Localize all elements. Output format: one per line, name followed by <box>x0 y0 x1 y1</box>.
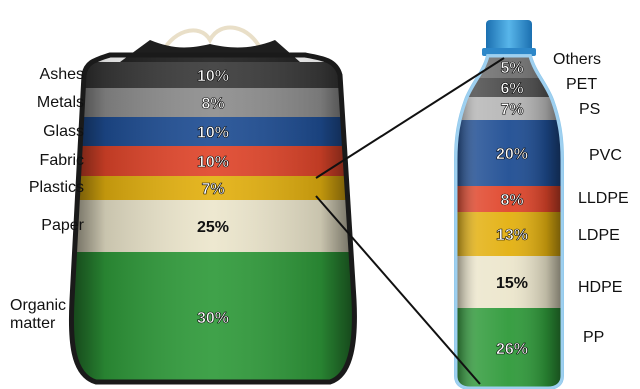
bottle-value-label-pet: 6% <box>500 80 523 97</box>
trash-bag-illustration: 10% 8% 10% 10% 7% 25% 30% <box>68 25 357 385</box>
bag-value-label-organic-matter: 30% <box>197 310 229 327</box>
bag-category-label-plastics: Plastics <box>28 179 84 196</box>
connector-line-bottom <box>315 195 481 385</box>
bag-outline <box>68 52 357 385</box>
bag-category-label-paper: Paper <box>41 217 84 234</box>
bottle-category-label-pvc: PVC <box>589 147 622 164</box>
bottle-value-label-ps: 7% <box>500 101 523 118</box>
bag-percent-labels: 10% 8% 10% 10% 7% 25% 30% <box>197 67 230 327</box>
bottle-category-label-hdpe: HDPE <box>578 279 623 296</box>
bag-value-label-fabric: 10% <box>197 154 229 171</box>
bottle-value-label-others: 5% <box>500 60 523 77</box>
bottle-outline <box>454 54 564 389</box>
bag-value-label-ashes: 10% <box>197 68 229 85</box>
bag-value-label-glass: 10% <box>197 124 229 141</box>
bottle-category-label-ps: PS <box>579 101 601 118</box>
bottle-category-label-lldpe: LLDPE <box>578 190 629 207</box>
bottle-category-label-pp: PP <box>583 329 605 346</box>
bottle-percent-labels: 5% 6% 7% 20% 8% 13% 15% 26% <box>496 59 529 358</box>
bottle-value-label-ldpe: 13% <box>496 227 528 244</box>
bag-value-label-paper: 25% <box>197 219 229 236</box>
bag-value-label-plastics: 7% <box>201 181 224 198</box>
bottle-category-label-others: Others <box>553 51 602 68</box>
bag-drawstring-icon <box>158 25 264 59</box>
bag-category-label-metals: Metals <box>36 93 84 111</box>
bottle-value-label-hdpe: 15% <box>496 275 528 292</box>
bag-category-label-ashes: Ashes <box>39 66 84 83</box>
bottle-cap-icon <box>486 20 532 52</box>
bottle-value-label-pvc: 20% <box>496 146 528 163</box>
bottle-category-label-pet: PET <box>566 76 598 93</box>
bag-value-label-metals: 8% <box>201 95 224 112</box>
bottle-category-label-ldpe: LDPE <box>578 227 620 244</box>
bag-category-label-fabric: Fabric <box>39 152 84 169</box>
connector-line-top <box>315 57 505 179</box>
bag-category-label-glass: Glass <box>43 122 84 140</box>
bottle-value-label-pp: 26% <box>496 341 528 358</box>
bag-category-label-organic-matter: Organic matter <box>10 297 67 332</box>
connector-lines <box>315 57 505 385</box>
bottle-illustration: 5% 6% 7% 20% 8% 13% 15% 26% <box>454 20 564 389</box>
bottle-value-label-lldpe: 8% <box>500 192 523 209</box>
